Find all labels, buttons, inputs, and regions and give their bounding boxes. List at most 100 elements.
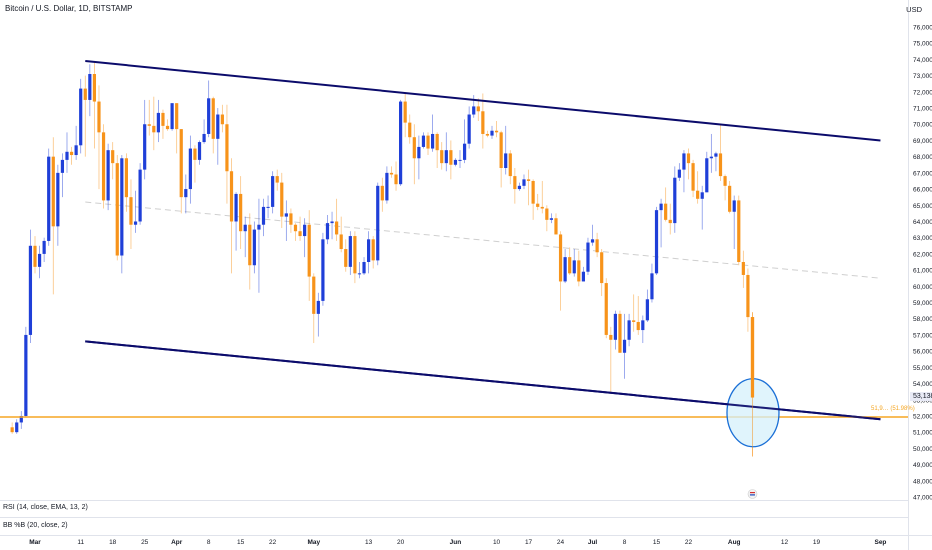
candle-body xyxy=(211,98,215,139)
time-tick-label: May xyxy=(307,539,320,546)
candle-body xyxy=(664,203,668,220)
candles xyxy=(10,62,755,457)
time-tick-label: Jul xyxy=(588,539,598,546)
candle-body xyxy=(622,339,627,353)
candle-body xyxy=(604,283,608,335)
candle-body xyxy=(394,174,398,185)
rsi-indicator-label[interactable]: RSI (14, close, EMA, 13, 2) xyxy=(3,504,88,511)
candle-body xyxy=(723,176,727,186)
candle-body xyxy=(143,124,147,170)
candle-body xyxy=(513,176,517,190)
candle-body xyxy=(289,213,293,225)
candle-body xyxy=(609,334,613,340)
candle-body xyxy=(111,150,115,164)
candle-body xyxy=(33,245,37,267)
candle-body xyxy=(641,320,645,331)
price-tick-label: 61,000 xyxy=(913,268,932,275)
price-tick-label: 58,000 xyxy=(913,316,932,323)
candle-body xyxy=(170,103,174,130)
candle-body xyxy=(124,158,128,198)
price-axis[interactable]: 76,000 75,000 74,000 73,000 72,000 71,000 70,0… xyxy=(908,0,932,550)
candle-body xyxy=(385,172,389,201)
candle-body xyxy=(225,124,229,172)
time-tick-label: 13 xyxy=(365,539,373,546)
candle-body xyxy=(184,189,188,198)
time-tick-label: Jun xyxy=(450,539,462,546)
bb-indicator-label[interactable]: BB %B (20, close, 2) xyxy=(3,522,68,529)
candle-body xyxy=(266,206,270,208)
candle-body xyxy=(421,135,426,147)
price-tick-label: 50,000 xyxy=(913,446,932,453)
price-tick-label: 59,000 xyxy=(913,300,932,307)
candle-body xyxy=(700,192,704,199)
candle-body xyxy=(750,317,755,398)
candle-body xyxy=(371,239,375,261)
price-tick-label: 66,000 xyxy=(913,187,932,194)
candle-body xyxy=(10,427,14,433)
support-zone-overlays xyxy=(0,60,908,499)
candle-body xyxy=(261,206,266,225)
time-axis[interactable]: Mar 11 18 25 Apr 8 15 22 May 13 20 Jun 10 17 24 Jul 8 15 2… xyxy=(29,539,886,546)
time-tick-label: Aug xyxy=(728,539,741,546)
candle-body xyxy=(572,260,576,274)
time-tick-label: 20 xyxy=(397,539,405,546)
candle-body xyxy=(152,125,156,133)
candle-body xyxy=(613,313,617,340)
candle-body xyxy=(138,169,142,222)
candle-body xyxy=(376,185,380,261)
candle-body xyxy=(618,313,622,353)
candle-body xyxy=(600,252,604,284)
candle-body xyxy=(627,320,631,340)
candle-body xyxy=(175,103,179,130)
candle-body xyxy=(645,299,649,321)
price-tick-label: 71,000 xyxy=(913,106,932,113)
candle-body xyxy=(353,236,357,274)
candle-body xyxy=(19,415,23,423)
candle-body xyxy=(156,112,160,133)
price-tick-label: 67,000 xyxy=(913,170,932,177)
time-tick-label: 11 xyxy=(77,539,84,546)
price-tick-label: 55,000 xyxy=(913,365,932,372)
candle-body xyxy=(335,221,339,235)
candle-body xyxy=(60,159,65,173)
candle-body xyxy=(197,142,202,160)
candle-body xyxy=(504,153,508,168)
price-tick-label: 47,000 xyxy=(913,495,932,502)
candle-body xyxy=(357,273,362,275)
candle-body xyxy=(586,242,590,272)
time-tick-label: Apr xyxy=(171,539,183,546)
candle-body xyxy=(106,150,110,201)
time-tick-label: 18 xyxy=(109,539,117,546)
candle-body xyxy=(298,231,302,237)
candle-body xyxy=(677,169,681,178)
candle-body xyxy=(248,224,252,266)
candle-body xyxy=(494,130,499,133)
symbol-title: Bitcoin / U.S. Dollar, 1D, BITSTAMP xyxy=(5,4,133,13)
candle-body xyxy=(179,129,183,198)
time-tick-label: 8 xyxy=(623,539,627,546)
price-tick-label: 49,000 xyxy=(913,462,932,469)
price-tick-label: 68,000 xyxy=(913,154,932,161)
price-tick-label: 74,000 xyxy=(913,57,932,64)
candle-body xyxy=(307,224,311,277)
candle-body xyxy=(234,193,238,222)
candle-body xyxy=(216,114,220,139)
candle-body xyxy=(435,133,439,151)
candle-body xyxy=(568,257,572,274)
price-tick-label: 56,000 xyxy=(913,349,932,356)
candle-body xyxy=(403,101,407,123)
candle-body xyxy=(15,422,19,433)
price-tick-label: 70,000 xyxy=(913,122,932,129)
candle-body xyxy=(243,224,247,232)
candle-body xyxy=(129,197,133,225)
candle-body xyxy=(147,124,151,126)
candle-body xyxy=(453,159,458,165)
candle-body xyxy=(101,132,106,201)
candle-body xyxy=(632,320,636,322)
price-tick-label: 72,000 xyxy=(913,89,932,96)
candle-body xyxy=(545,208,549,220)
time-tick-label: 15 xyxy=(653,539,661,546)
candle-body xyxy=(522,179,526,186)
candle-body xyxy=(330,221,334,224)
